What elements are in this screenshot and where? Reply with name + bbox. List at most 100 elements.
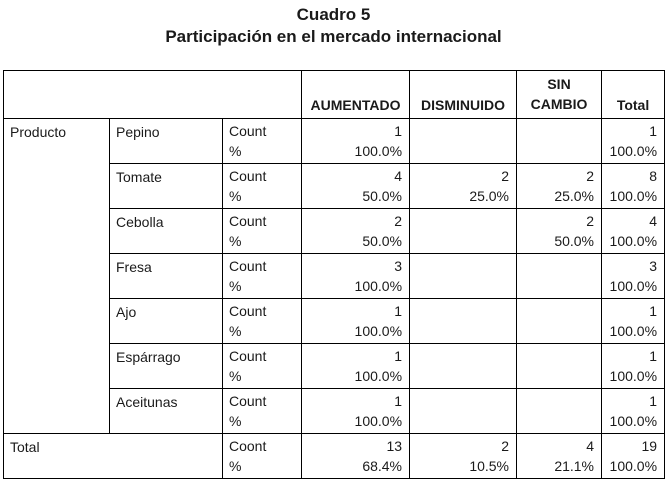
dis-count bbox=[416, 346, 509, 366]
aum-cell: 3 100.0% bbox=[301, 253, 411, 299]
table-row: Producto Pepino Count% 1 100.0% 1 100.0% bbox=[3, 118, 666, 434]
aum-cell: 1 100.0% bbox=[301, 118, 411, 164]
sin-cell: 2 50.0% bbox=[516, 208, 603, 254]
product-name: Ajo bbox=[109, 298, 223, 344]
tot-count: 8 bbox=[649, 168, 658, 184]
dis-cell bbox=[409, 343, 518, 389]
sin-cell bbox=[516, 388, 603, 434]
stat-labels: Count% bbox=[221, 298, 303, 344]
tot-percent: 100.0% bbox=[609, 368, 658, 384]
sin-percent bbox=[523, 321, 594, 341]
total-aum-cell: 13 68.4% bbox=[301, 433, 411, 479]
aum-percent: 50.0% bbox=[362, 188, 403, 204]
sin-count bbox=[523, 256, 594, 276]
total-sin-percent: 21.1% bbox=[554, 458, 595, 474]
dis-percent bbox=[416, 411, 509, 431]
sin-count: 2 bbox=[586, 168, 595, 184]
crosstab-table: AUMENTADO DISMINUIDO SIN CAMBIO Total Pr… bbox=[2, 70, 666, 479]
sin-count: 2 bbox=[586, 213, 595, 229]
total-dis-count: 2 bbox=[501, 438, 510, 454]
stat-percent-label: % bbox=[229, 413, 242, 429]
aum-cell: 4 50.0% bbox=[301, 163, 411, 209]
table-title: Cuadro 5 bbox=[296, 5, 371, 24]
title-block: Cuadro 5 Participación en el mercado int… bbox=[0, 0, 667, 64]
sin-percent bbox=[523, 276, 594, 296]
stat-labels: Count% bbox=[221, 163, 303, 209]
total-tot-percent: 100.0% bbox=[609, 458, 658, 474]
dis-percent bbox=[416, 276, 509, 296]
header-corner bbox=[2, 70, 303, 119]
total-dis-cell: 2 10.5% bbox=[409, 433, 518, 479]
stat-count-label: Count bbox=[229, 123, 267, 139]
total-row: Total Coont% 13 68.4% 2 10.5% 4 21.1% 19 100.0% bbox=[3, 433, 666, 479]
dis-cell: 2 25.0% bbox=[409, 163, 518, 209]
tot-percent: 100.0% bbox=[609, 143, 658, 159]
product-name: Fresa bbox=[109, 253, 223, 299]
header-aumentado: AUMENTADO bbox=[301, 70, 411, 119]
total-aum-count: 13 bbox=[386, 438, 403, 454]
total-dis-percent: 10.5% bbox=[469, 458, 510, 474]
dis-percent bbox=[416, 231, 509, 251]
stat-percent-label: % bbox=[229, 323, 242, 339]
sin-cell bbox=[516, 118, 603, 164]
dis-percent bbox=[416, 141, 509, 161]
stat-labels: Count% bbox=[221, 118, 303, 164]
aum-count: 1 bbox=[394, 348, 403, 364]
sin-percent bbox=[523, 366, 594, 386]
product-name: Cebolla bbox=[109, 208, 223, 254]
dis-count bbox=[416, 301, 509, 321]
product-name: Tomate bbox=[109, 163, 223, 209]
table-subtitle: Participación en el mercado internaciona… bbox=[165, 27, 502, 46]
aum-percent: 50.0% bbox=[362, 233, 403, 249]
dis-count bbox=[416, 121, 509, 141]
dis-percent: 25.0% bbox=[469, 188, 510, 204]
stat-count-label: Count bbox=[229, 168, 267, 184]
header-disminuido: DISMINUIDO bbox=[409, 70, 518, 119]
tot-percent: 100.0% bbox=[609, 188, 658, 204]
tot-count: 1 bbox=[649, 348, 658, 364]
header-sin-cambio-line1: SIN bbox=[547, 76, 571, 92]
tot-count: 3 bbox=[649, 258, 658, 274]
aum-percent: 100.0% bbox=[354, 368, 403, 384]
dis-count bbox=[416, 391, 509, 411]
dis-cell bbox=[409, 118, 518, 164]
dis-percent bbox=[416, 321, 509, 341]
total-stat-labels: Coont% bbox=[221, 433, 303, 479]
tot-count: 1 bbox=[649, 393, 658, 409]
tot-percent: 100.0% bbox=[609, 323, 658, 339]
sin-count bbox=[523, 121, 594, 141]
sin-percent: 50.0% bbox=[554, 233, 595, 249]
aum-percent: 100.0% bbox=[354, 143, 403, 159]
tot-cell: 1 100.0% bbox=[601, 343, 666, 389]
aum-percent: 100.0% bbox=[354, 413, 403, 429]
dis-cell bbox=[409, 208, 518, 254]
tot-cell: 4 100.0% bbox=[601, 208, 666, 254]
stat-labels: Count% bbox=[221, 388, 303, 434]
aum-cell: 1 100.0% bbox=[301, 388, 411, 434]
tot-count: 1 bbox=[649, 303, 658, 319]
sin-percent: 25.0% bbox=[554, 188, 595, 204]
sin-count bbox=[523, 301, 594, 321]
total-sin-count: 4 bbox=[586, 438, 595, 454]
header-total: Total bbox=[601, 70, 666, 119]
sin-percent bbox=[523, 141, 594, 161]
aum-count: 4 bbox=[394, 168, 403, 184]
stat-labels: Count% bbox=[221, 208, 303, 254]
stat-count-label: Count bbox=[229, 213, 267, 229]
aum-count: 1 bbox=[394, 393, 403, 409]
sin-count bbox=[523, 346, 594, 366]
table-row: Espárrago Count% 1 100.0% 1 100.0% bbox=[4, 343, 666, 389]
table-row: Tomate Count% 4 50.0% 2 25.0% 2 25.0% 8 100.0% bbox=[4, 163, 666, 209]
stat-labels: Count% bbox=[221, 343, 303, 389]
stat-percent-label: % bbox=[229, 233, 242, 249]
tot-cell: 1 100.0% bbox=[601, 118, 666, 164]
total-label: Total bbox=[3, 433, 223, 479]
total-stat-percent-label: % bbox=[229, 458, 242, 474]
header-sin-cambio: SIN CAMBIO bbox=[516, 70, 603, 119]
tot-cell: 3 100.0% bbox=[601, 253, 666, 299]
total-stat-count-label: Coont bbox=[229, 438, 267, 454]
aum-count: 3 bbox=[394, 258, 403, 274]
header-sin-cambio-line2: CAMBIO bbox=[530, 96, 588, 112]
aum-cell: 2 50.0% bbox=[301, 208, 411, 254]
aum-percent: 100.0% bbox=[354, 323, 403, 339]
